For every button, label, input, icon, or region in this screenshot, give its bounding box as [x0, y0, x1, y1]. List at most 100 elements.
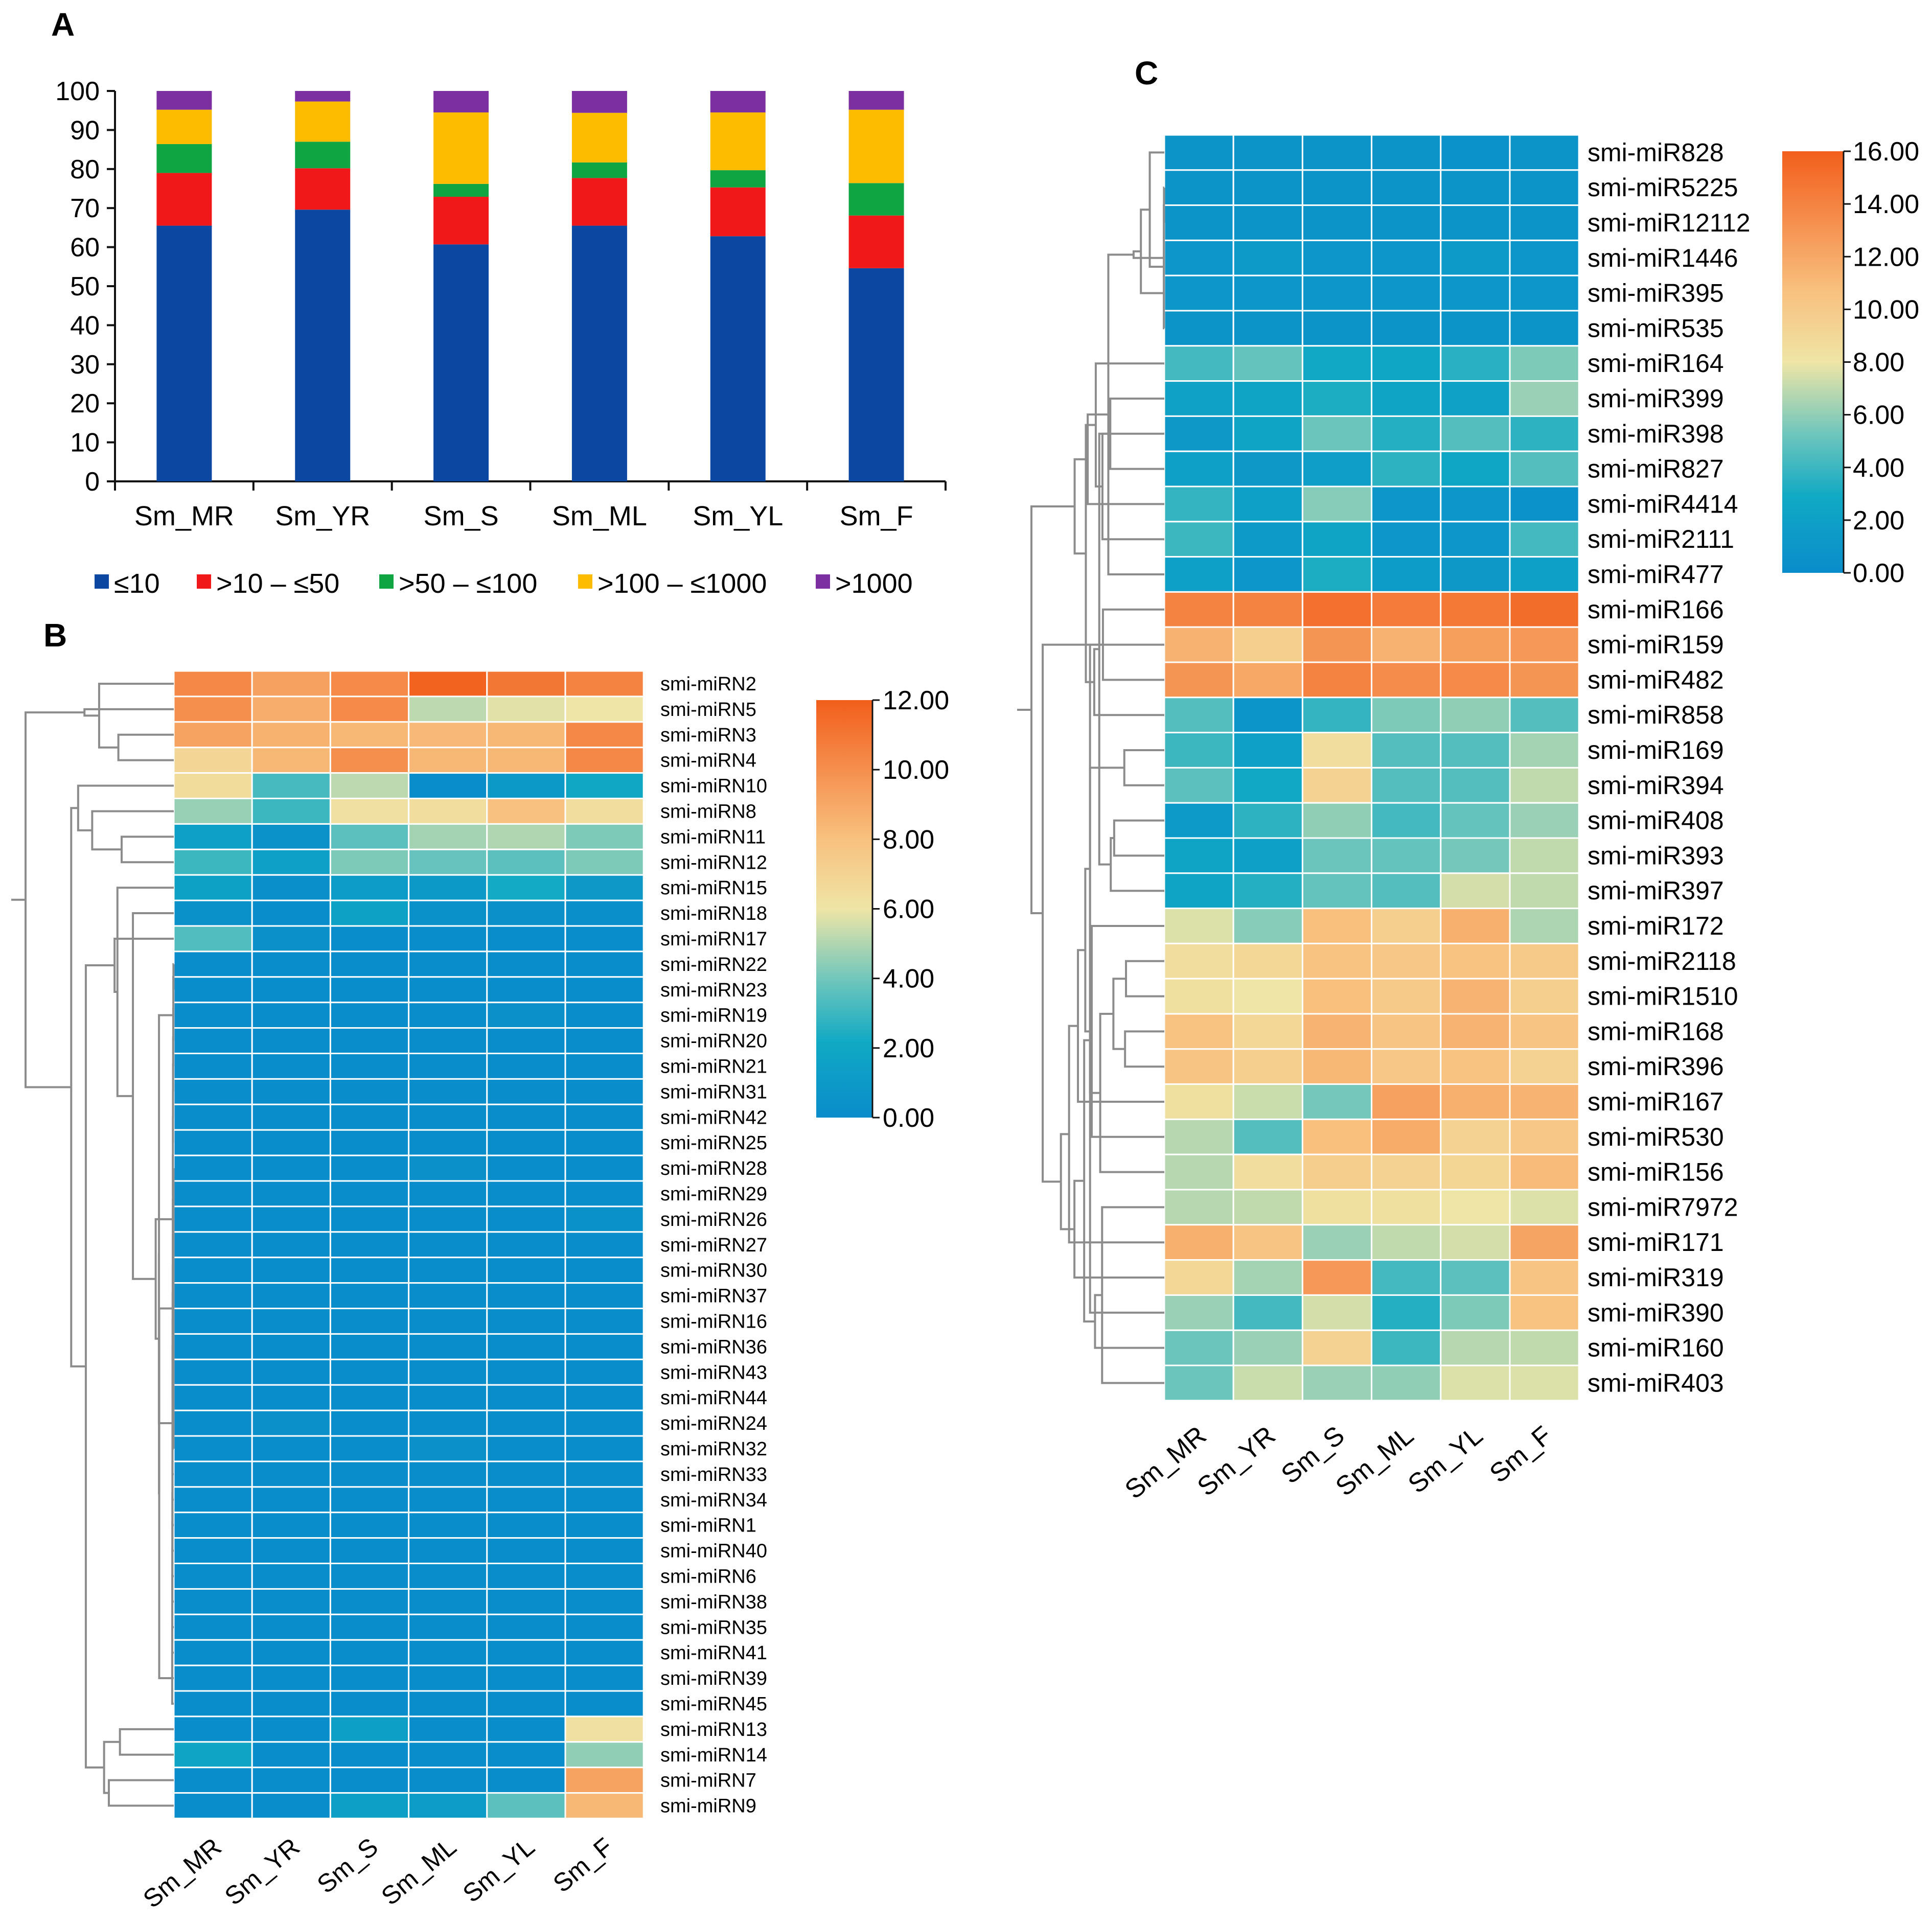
bar-segment — [848, 109, 904, 183]
heatmap-cell — [1371, 485, 1442, 523]
row-label: smi-miRN7 — [660, 1770, 756, 1792]
heatmap-cell — [173, 1537, 253, 1565]
heatmap-cell — [1163, 1118, 1234, 1155]
heatmap-cell — [1440, 626, 1511, 663]
heatmap-cell — [1163, 837, 1234, 874]
heatmap-cell — [1301, 872, 1373, 910]
heatmap-cell — [1163, 942, 1234, 980]
heatmap-cell — [564, 1639, 645, 1666]
heatmap-cell — [173, 1639, 253, 1666]
legend-swatch — [578, 574, 592, 589]
heatmap-cell — [173, 1512, 253, 1539]
bar-segment — [156, 144, 212, 173]
heatmap-cell — [329, 1588, 410, 1615]
heatmap-cell — [1232, 767, 1303, 804]
heatmap-cell — [408, 1027, 488, 1054]
heatmap-cell — [1509, 697, 1580, 734]
heatmap-cell — [1163, 978, 1234, 1015]
row-label: smi-miRN29 — [660, 1184, 767, 1205]
dendrogram-branch — [1084, 868, 1092, 1033]
heatmap-cell — [173, 1053, 253, 1080]
heatmap-cell — [173, 899, 253, 927]
row-label: smi-miRN25 — [660, 1132, 767, 1154]
heatmap-cell — [1440, 1294, 1511, 1331]
heatmap-cell — [1301, 802, 1373, 839]
heatmap-cell — [486, 976, 566, 1004]
heatmap-cell — [1163, 204, 1234, 241]
column-label: Sm_YR — [1192, 1421, 1281, 1502]
heatmap-cell — [1440, 942, 1511, 980]
heatmap-cell — [1301, 169, 1373, 206]
dendrogram-branch — [1107, 253, 1164, 575]
dendrogram-branch — [1068, 1025, 1164, 1244]
heatmap-cell — [1232, 697, 1303, 734]
heatmap-cell — [1163, 1259, 1234, 1296]
heatmap-cell — [408, 798, 488, 825]
colorbar-tick-label: 10.00 — [883, 755, 949, 785]
dendrogram-branch — [70, 807, 86, 1367]
heatmap-cell — [1440, 1189, 1511, 1226]
dendrogram-branch — [1110, 837, 1164, 892]
heatmap-cell — [329, 1129, 410, 1156]
heatmap-cell — [173, 1792, 253, 1820]
column-label: Sm_YL — [457, 1832, 540, 1908]
heatmap-cell — [1163, 345, 1234, 382]
heatmap-cell — [408, 823, 488, 850]
row-label: smi-miR2118 — [1588, 947, 1736, 976]
heatmap-cell — [1371, 310, 1442, 347]
row-label: smi-miRN34 — [660, 1490, 767, 1511]
dendrogram-branch — [1093, 648, 1164, 716]
row-label: smi-miRN9 — [660, 1796, 756, 1817]
bar-segment — [156, 109, 212, 144]
heatmap-cell — [251, 772, 331, 799]
heatmap-cell — [1371, 767, 1442, 804]
heatmap-cell — [1163, 521, 1234, 558]
row-label: smi-miR408 — [1588, 806, 1724, 835]
heatmap-cell — [173, 1129, 253, 1156]
heatmap-cell — [329, 1002, 410, 1029]
row-label: smi-miR482 — [1588, 665, 1724, 694]
dendrogram-branch — [1089, 767, 1164, 1314]
heatmap-cell — [251, 899, 331, 927]
heatmap-cell — [1163, 1224, 1234, 1261]
bar-segment — [710, 187, 766, 237]
heatmap-cell — [564, 1257, 645, 1284]
heatmap-cell — [486, 1333, 566, 1360]
heatmap-cell — [1232, 732, 1303, 769]
row-label: smi-miRN43 — [660, 1362, 767, 1383]
y-tick-label: 60 — [70, 233, 100, 263]
heatmap-cell — [564, 976, 645, 1004]
heatmap-cell — [486, 721, 566, 749]
heatmap-cell — [173, 1002, 253, 1029]
heatmap-cell — [486, 695, 566, 723]
heatmap-cell — [173, 1078, 253, 1105]
heatmap-cell — [1509, 204, 1580, 241]
row-label: smi-miR399 — [1588, 384, 1724, 413]
heatmap-cell — [1440, 1083, 1511, 1120]
heatmap-cell — [1371, 908, 1442, 944]
heatmap-cell — [1301, 1048, 1373, 1085]
row-label: smi-miRN45 — [660, 1693, 767, 1715]
heatmap-cell — [564, 1384, 645, 1411]
heatmap-cell — [1440, 697, 1511, 734]
bar-segment — [156, 91, 212, 110]
row-label: smi-miRN22 — [660, 954, 767, 976]
heatmap-cell — [1232, 415, 1303, 452]
heatmap-cell — [1371, 556, 1442, 593]
heatmap-cell — [1301, 1259, 1373, 1296]
mir-heatmap: smi-miR828 smi-miR5225 smi-miR12112 smi-miR… — [1017, 134, 1919, 1505]
heatmap-cell — [251, 1282, 331, 1310]
row-label: smi-miRN5 — [660, 699, 756, 721]
heatmap-cell — [1301, 837, 1373, 874]
dendrogram-branch — [1113, 819, 1164, 857]
heatmap-cell — [1371, 274, 1442, 312]
legend-label: >1000 — [835, 568, 913, 599]
heatmap-cell — [564, 1588, 645, 1615]
heatmap-cell — [1301, 450, 1373, 488]
heatmap-cell — [251, 874, 331, 901]
heatmap-cell — [329, 848, 410, 876]
heatmap-cell — [486, 1537, 566, 1565]
row-label: smi-miR167 — [1588, 1087, 1724, 1116]
legend-label: >10 – ≤50 — [216, 568, 339, 599]
heatmap-cell — [251, 1486, 331, 1514]
